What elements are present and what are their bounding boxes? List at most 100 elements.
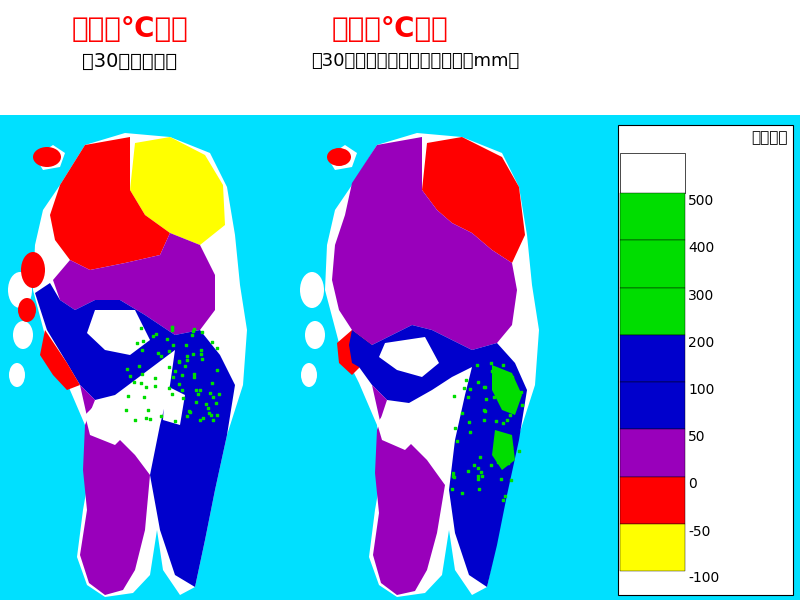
Point (447, 391, 460, 401)
Polygon shape (377, 405, 425, 450)
Polygon shape (163, 385, 185, 425)
Point (213, 389, 226, 399)
Point (204, 388, 217, 398)
Point (478, 383, 491, 392)
Point (474, 452, 486, 461)
Point (129, 415, 142, 425)
Point (498, 491, 511, 500)
Ellipse shape (13, 321, 33, 349)
Ellipse shape (300, 272, 324, 308)
Point (135, 369, 148, 379)
Point (136, 346, 149, 355)
Point (472, 475, 485, 484)
Point (137, 336, 150, 346)
Point (501, 458, 514, 468)
Point (478, 406, 491, 415)
Point (508, 400, 521, 409)
Bar (620, 240, 685, 287)
Point (211, 365, 224, 375)
Point (450, 437, 463, 446)
Point (149, 381, 162, 391)
Point (121, 391, 134, 401)
Point (485, 358, 498, 368)
Point (123, 371, 136, 381)
Polygon shape (492, 430, 515, 470)
Text: 200: 200 (688, 336, 714, 350)
Text: （30日早期化）: （30日早期化） (82, 52, 178, 71)
Ellipse shape (327, 148, 351, 166)
Text: 50: 50 (688, 430, 706, 444)
Polygon shape (35, 145, 65, 170)
Polygon shape (325, 133, 539, 597)
Point (486, 366, 498, 376)
Point (186, 326, 199, 336)
Bar (620, 153, 685, 193)
Text: 300: 300 (688, 289, 714, 302)
Point (173, 357, 186, 367)
Point (470, 360, 483, 370)
Point (471, 471, 484, 481)
Point (119, 406, 132, 415)
Point (173, 379, 186, 388)
Text: 水田なし: 水田なし (751, 130, 788, 145)
Point (477, 383, 490, 392)
Polygon shape (85, 400, 135, 445)
Point (456, 488, 469, 498)
Point (166, 340, 179, 350)
Ellipse shape (18, 298, 36, 322)
Point (492, 457, 505, 467)
Point (160, 334, 173, 344)
Point (175, 370, 188, 380)
Point (205, 337, 218, 346)
Point (506, 388, 519, 398)
Point (181, 352, 194, 361)
Point (495, 474, 508, 484)
Point (446, 468, 459, 478)
Point (181, 356, 194, 365)
Text: 気温２℃上昇: 気温２℃上昇 (332, 15, 448, 43)
Point (169, 416, 182, 426)
Polygon shape (492, 365, 522, 415)
Point (205, 410, 218, 420)
Point (206, 392, 219, 401)
Point (446, 471, 459, 481)
Point (166, 372, 179, 382)
Polygon shape (130, 137, 225, 245)
Point (166, 389, 178, 399)
Point (472, 464, 485, 473)
Point (162, 347, 175, 356)
Point (142, 406, 154, 415)
Point (195, 328, 208, 337)
Point (163, 383, 176, 392)
Point (210, 343, 223, 352)
Point (500, 415, 513, 425)
Point (479, 395, 492, 404)
Point (139, 382, 152, 391)
Point (190, 385, 202, 395)
Text: 500: 500 (688, 194, 714, 208)
Point (181, 411, 194, 421)
Point (190, 397, 202, 407)
Point (461, 467, 474, 476)
Ellipse shape (33, 147, 61, 167)
Point (173, 356, 186, 366)
Point (140, 413, 153, 423)
Point (472, 485, 485, 494)
Point (169, 367, 182, 376)
Point (515, 388, 528, 397)
Point (499, 403, 512, 412)
Point (507, 389, 520, 398)
Point (180, 340, 193, 349)
Polygon shape (35, 283, 235, 587)
Text: -50: -50 (688, 525, 710, 539)
Point (194, 346, 207, 355)
Point (149, 374, 162, 383)
Ellipse shape (301, 363, 317, 387)
Polygon shape (50, 137, 170, 270)
Point (467, 460, 480, 469)
Bar (620, 287, 685, 335)
Point (187, 325, 200, 334)
Text: 気温２℃上昇: 気温２℃上昇 (72, 15, 188, 43)
Point (449, 424, 462, 433)
Point (478, 415, 490, 425)
